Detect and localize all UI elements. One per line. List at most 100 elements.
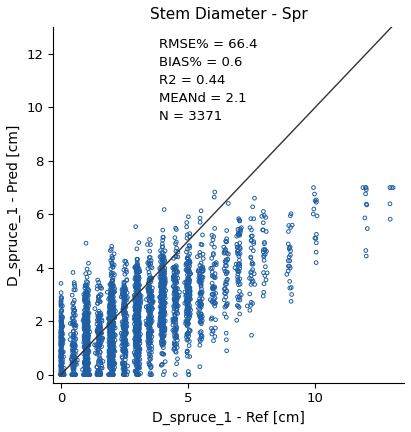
- Point: [82, 371, 89, 378]
- Point: [197, 303, 204, 310]
- Point: [109, 335, 115, 342]
- Point: [109, 359, 115, 365]
- Point: [124, 341, 131, 348]
- Point: [108, 290, 115, 297]
- Point: [58, 365, 65, 372]
- Point: [197, 299, 204, 306]
- Point: [70, 342, 77, 349]
- Point: [121, 369, 127, 376]
- Point: [160, 317, 166, 324]
- Point: [234, 244, 240, 251]
- Point: [85, 299, 92, 306]
- Point: [120, 365, 127, 372]
- Point: [109, 302, 116, 309]
- Point: [161, 254, 167, 260]
- Point: [132, 368, 139, 375]
- Point: [161, 288, 167, 295]
- Point: [136, 282, 143, 289]
- Point: [135, 300, 141, 307]
- Point: [159, 323, 165, 330]
- Point: [70, 364, 76, 371]
- Point: [83, 369, 90, 376]
- Point: [110, 329, 116, 336]
- Point: [69, 318, 76, 325]
- Point: [235, 268, 241, 275]
- Point: [184, 302, 190, 308]
- Point: [123, 297, 130, 304]
- Point: [58, 329, 64, 336]
- Point: [111, 314, 118, 321]
- Point: [97, 298, 104, 305]
- Point: [58, 348, 64, 355]
- Point: [120, 295, 127, 302]
- Point: [120, 337, 126, 343]
- Point: [160, 339, 166, 346]
- Point: [84, 321, 91, 328]
- Point: [94, 321, 100, 327]
- Point: [223, 314, 230, 321]
- Point: [122, 295, 128, 302]
- Point: [83, 362, 90, 369]
- Point: [185, 306, 192, 313]
- Point: [109, 280, 115, 287]
- Point: [145, 330, 151, 337]
- Point: [110, 299, 117, 305]
- Point: [108, 280, 114, 287]
- Point: [173, 297, 180, 304]
- Point: [96, 368, 102, 375]
- Point: [159, 317, 166, 324]
- Point: [146, 335, 153, 342]
- Point: [110, 342, 117, 349]
- Point: [186, 326, 192, 333]
- Point: [210, 296, 217, 303]
- Point: [132, 328, 138, 335]
- Point: [136, 268, 142, 275]
- Point: [135, 302, 141, 309]
- Point: [235, 267, 241, 274]
- Point: [195, 268, 201, 275]
- Point: [83, 311, 89, 318]
- Point: [158, 330, 165, 337]
- Point: [109, 296, 115, 303]
- Point: [109, 334, 115, 340]
- Point: [121, 307, 128, 314]
- Point: [108, 371, 115, 378]
- Point: [108, 371, 115, 378]
- Point: [159, 327, 166, 334]
- Point: [70, 363, 77, 370]
- Point: [159, 294, 166, 301]
- Point: [108, 341, 115, 348]
- Point: [85, 371, 92, 378]
- Point: [95, 297, 102, 304]
- Point: [109, 320, 116, 327]
- Point: [134, 303, 140, 310]
- Point: [85, 330, 91, 337]
- Point: [161, 303, 168, 310]
- Point: [98, 330, 105, 337]
- Point: [120, 286, 126, 292]
- Point: [173, 326, 180, 333]
- Point: [71, 365, 77, 372]
- Point: [149, 305, 156, 312]
- Point: [106, 347, 112, 354]
- Point: [121, 305, 127, 311]
- Point: [159, 267, 166, 274]
- Point: [159, 290, 166, 297]
- Point: [94, 369, 100, 376]
- Point: [107, 317, 114, 324]
- Point: [158, 284, 165, 291]
- Point: [108, 371, 114, 378]
- Point: [97, 356, 104, 363]
- Point: [109, 338, 115, 345]
- Point: [134, 324, 141, 331]
- Point: [132, 324, 139, 330]
- Point: [185, 298, 191, 305]
- Point: [70, 348, 77, 355]
- Point: [183, 267, 189, 273]
- Point: [111, 340, 117, 346]
- Point: [107, 315, 113, 322]
- Point: [95, 340, 102, 347]
- Point: [95, 371, 102, 378]
- Point: [173, 268, 180, 275]
- Point: [69, 356, 75, 363]
